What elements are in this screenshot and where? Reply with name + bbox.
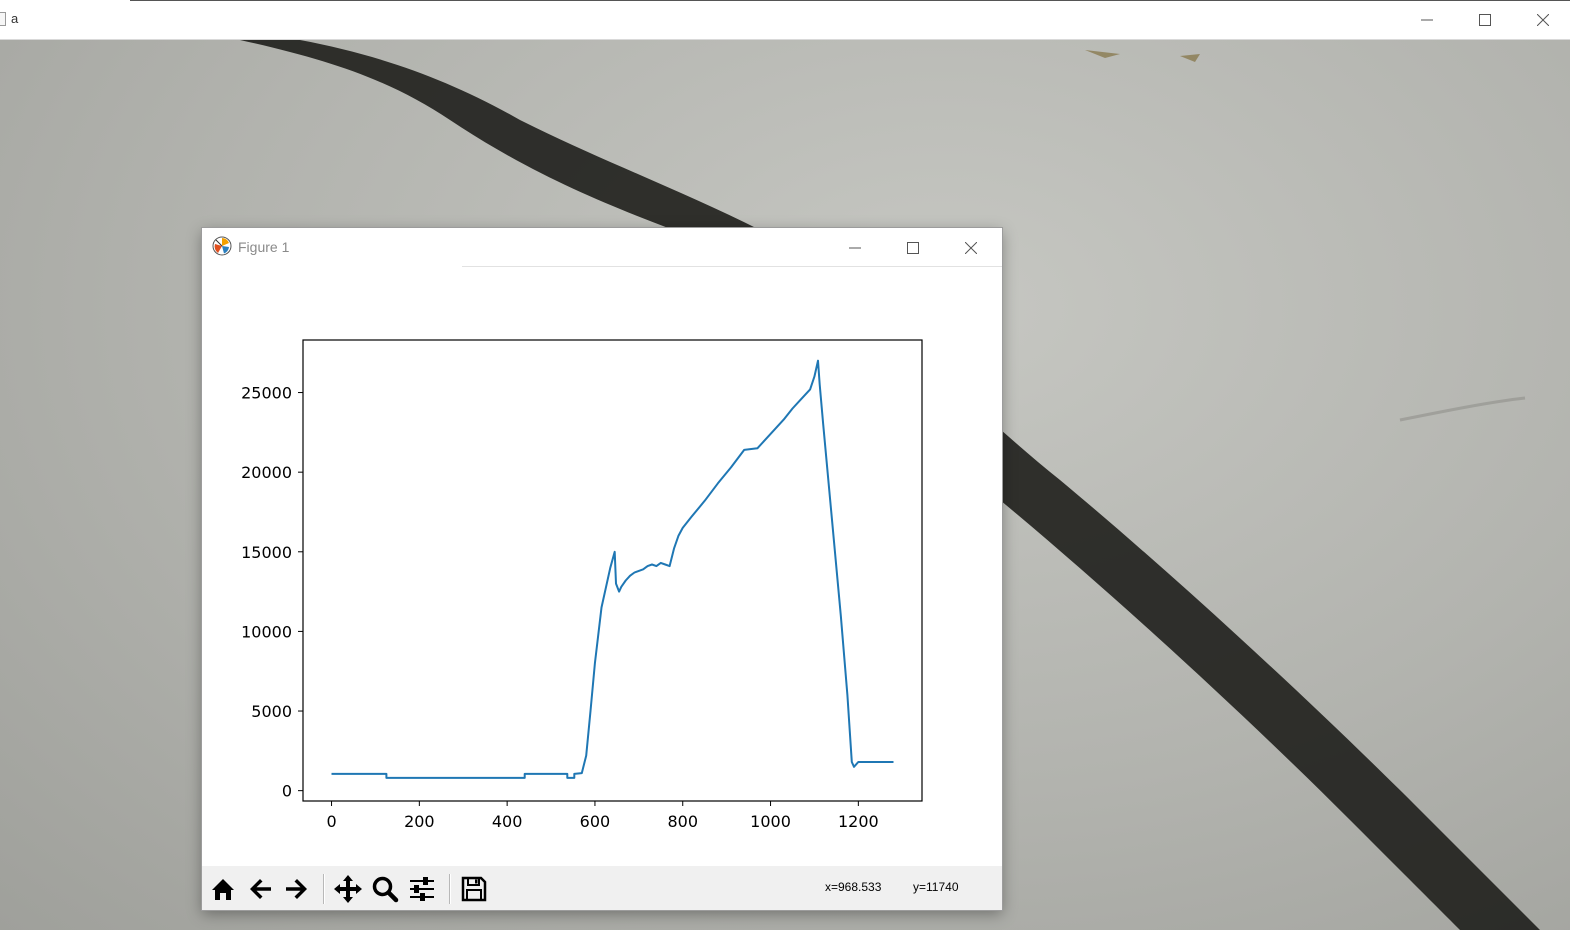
figure-close-button[interactable] — [943, 228, 999, 267]
outer-window-titlebar: a — [0, 0, 1570, 40]
zoom-button[interactable] — [368, 872, 402, 906]
floppy-disk-icon — [461, 876, 487, 902]
close-icon — [965, 241, 977, 254]
outer-maximize-button[interactable] — [1456, 0, 1514, 39]
y-tick-label: 25000 — [241, 384, 292, 403]
minimize-icon — [1421, 19, 1433, 20]
plot-canvas[interactable]: 0 200 400 600 800 1000 1200 0 5000 10000 15000 2000… — [202, 267, 1002, 866]
figure-titlebar: Figure 1 — [202, 228, 1002, 267]
x-tick-label: 0 — [326, 812, 336, 831]
save-button[interactable] — [457, 872, 491, 906]
arrow-right-icon — [286, 879, 307, 899]
close-icon — [1537, 13, 1549, 26]
home-icon — [212, 879, 234, 900]
x-tick-label: 1200 — [838, 812, 879, 831]
sliders-icon — [410, 877, 434, 901]
figure-minimize-button[interactable] — [827, 228, 883, 267]
window-app-icon — [0, 12, 6, 26]
maximize-icon — [907, 241, 919, 254]
figure-window: Figure 1 0 200 400 600 800 1000 1200 0 5000 10000… — [202, 228, 1002, 910]
outer-close-button[interactable] — [1514, 0, 1570, 39]
x-tick-label: 1000 — [750, 812, 791, 831]
matplotlib-logo-icon — [212, 236, 232, 256]
magnifier-icon — [372, 876, 399, 903]
outer-window-title: a — [11, 11, 19, 26]
home-button[interactable] — [206, 872, 240, 906]
forward-button[interactable] — [280, 872, 314, 906]
y-tick-label: 0 — [282, 782, 292, 801]
cursor-y-readout: y=11740 — [913, 880, 959, 894]
figure-maximize-button[interactable] — [885, 228, 941, 267]
outer-minimize-button[interactable] — [1398, 0, 1456, 39]
move-icon — [334, 875, 362, 903]
x-tick-label: 400 — [492, 812, 523, 831]
pan-button[interactable] — [331, 872, 365, 906]
minimize-icon — [849, 247, 861, 248]
figure-title: Figure 1 — [238, 239, 290, 255]
y-tick-label: 5000 — [251, 702, 292, 721]
x-tick-label: 800 — [667, 812, 698, 831]
configure-subplots-button[interactable] — [405, 872, 439, 906]
maximize-icon — [1479, 13, 1491, 26]
x-tick-label: 200 — [404, 812, 435, 831]
background-image — [240, 40, 1540, 930]
navigation-toolbar: x=968.533 y=11740 — [202, 866, 1002, 910]
axes-frame — [302, 339, 923, 802]
y-tick-label: 15000 — [241, 543, 292, 562]
series-line-0 — [331, 359, 894, 779]
back-button[interactable] — [243, 872, 277, 906]
arrow-left-icon — [250, 879, 271, 899]
x-tick-label: 600 — [580, 812, 611, 831]
y-tick-label: 20000 — [241, 463, 292, 482]
cursor-x-readout: x=968.533 — [825, 880, 882, 894]
y-tick-label: 10000 — [241, 622, 292, 641]
